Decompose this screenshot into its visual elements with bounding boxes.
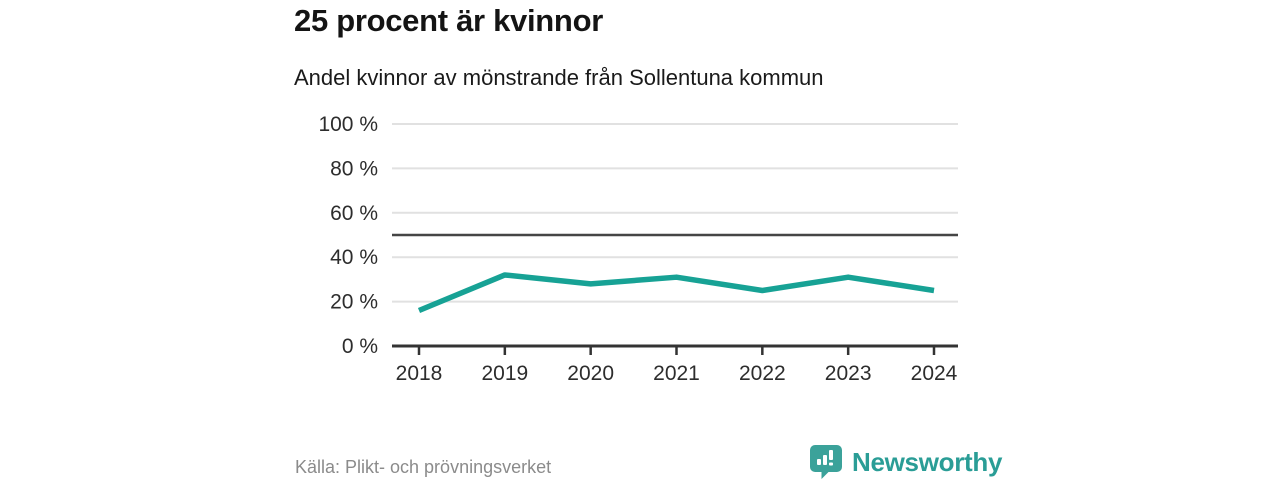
- newsworthy-icon: [810, 445, 842, 479]
- y-tick-label: 100 %: [318, 113, 378, 136]
- x-tick-label: 2019: [481, 362, 528, 385]
- x-tick-label: 2018: [396, 362, 443, 385]
- chart-title: 25 procent är kvinnor: [294, 3, 603, 38]
- data-line: [417, 272, 935, 314]
- y-tick-label: 40 %: [330, 246, 378, 269]
- brand-name: Newsworthy: [852, 446, 1003, 477]
- y-tick-label: 60 %: [330, 202, 378, 225]
- x-tick-label: 2022: [739, 362, 786, 385]
- chart-subtitle: Andel kvinnor av mönstrande från Sollent…: [294, 65, 824, 90]
- y-tick-label: 80 %: [330, 157, 378, 180]
- x-tick-label: 2020: [567, 362, 614, 385]
- y-tick-label: 0 %: [342, 335, 378, 358]
- brand-logo: Newsworthy: [809, 444, 1002, 480]
- x-tick-label: 2023: [825, 362, 872, 385]
- x-tick-label: 2021: [653, 362, 700, 385]
- x-tick-label: 2024: [911, 362, 958, 385]
- y-tick-label: 20 %: [330, 291, 378, 314]
- source-note: Källa: Plikt- och prövningsverket: [295, 457, 552, 477]
